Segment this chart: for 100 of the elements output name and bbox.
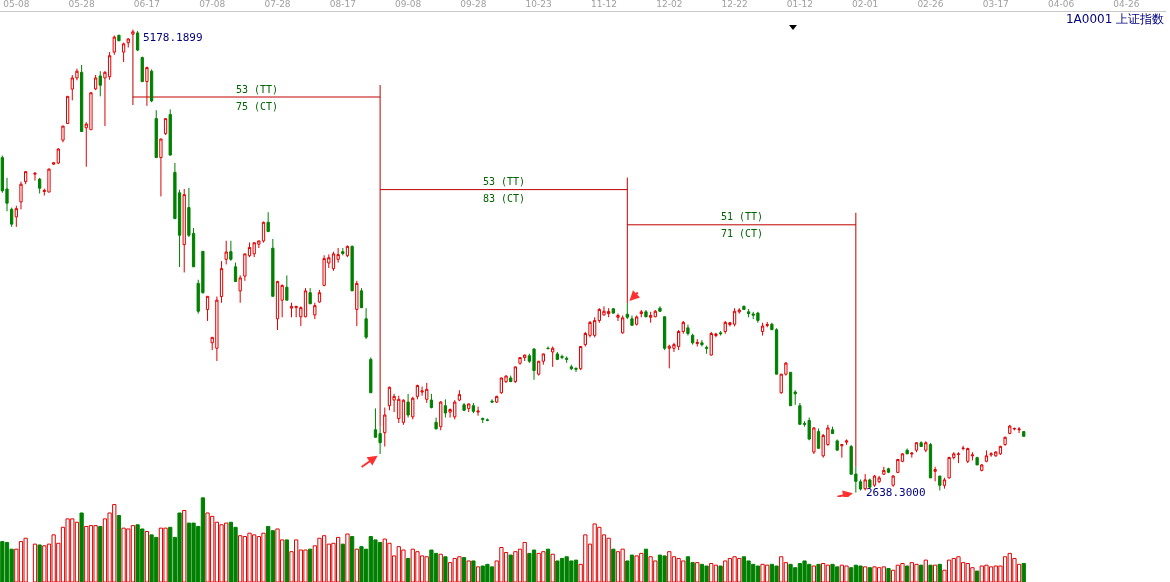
candlestick xyxy=(411,396,415,420)
x-tick-label: 05-08 xyxy=(3,0,30,10)
candlestick xyxy=(233,262,238,283)
x-tick-label: 06-17 xyxy=(133,0,160,10)
bar xyxy=(37,544,42,582)
candlestick xyxy=(686,324,690,337)
bar xyxy=(405,557,411,582)
annotation: 75 (CT) xyxy=(236,101,279,112)
candlestick xyxy=(830,426,835,435)
bar xyxy=(611,548,616,582)
candlestick xyxy=(383,407,387,448)
candlestick xyxy=(662,315,667,351)
candlestick xyxy=(140,56,144,83)
candlestick xyxy=(345,244,350,258)
bar xyxy=(830,563,835,582)
x-tick-label: 10-23 xyxy=(525,0,552,10)
candlestick xyxy=(1017,426,1021,434)
bar xyxy=(200,497,206,582)
bar xyxy=(461,557,467,582)
candlestick xyxy=(429,393,434,409)
candlestick xyxy=(840,443,844,459)
candlestick xyxy=(956,451,961,464)
candlestick xyxy=(19,181,23,210)
bar xyxy=(186,522,192,582)
candlestick xyxy=(350,244,354,292)
candlestick xyxy=(798,402,802,426)
candlestick xyxy=(10,207,14,228)
annotation: 71 (CT) xyxy=(721,228,764,239)
bar xyxy=(788,563,793,582)
candlestick xyxy=(387,386,392,411)
bar xyxy=(886,568,891,582)
bar xyxy=(741,556,747,582)
bar xyxy=(802,560,807,582)
candlestick xyxy=(882,466,886,476)
bar xyxy=(919,564,924,582)
bar xyxy=(629,554,635,582)
candlestick xyxy=(499,376,504,395)
candlestick xyxy=(718,330,723,337)
candlestick xyxy=(205,295,210,322)
candlestick xyxy=(229,240,233,262)
bar xyxy=(0,541,5,582)
bar xyxy=(79,512,84,582)
bar xyxy=(270,530,275,582)
candlestick xyxy=(401,398,406,426)
candlestick xyxy=(658,305,662,313)
candlestick xyxy=(271,238,275,297)
candlestick xyxy=(182,188,186,273)
candlestick xyxy=(611,307,615,315)
bar xyxy=(359,546,364,582)
candlestick xyxy=(65,95,70,125)
candlestick xyxy=(509,375,513,383)
candlestick xyxy=(126,37,130,48)
candlestick xyxy=(443,398,448,419)
x-tick-label: 03-17 xyxy=(982,0,1009,10)
candlestick xyxy=(630,314,634,326)
candlestick xyxy=(369,356,373,394)
candlestick xyxy=(308,287,312,305)
candlestick xyxy=(331,251,336,272)
candlestick xyxy=(51,161,56,166)
candlestick xyxy=(863,473,867,491)
annotation: 53 (TT) xyxy=(236,84,279,95)
candlestick xyxy=(704,345,709,355)
candlestick xyxy=(970,451,975,461)
bar xyxy=(508,554,513,582)
bar xyxy=(373,539,378,582)
bar xyxy=(699,563,705,582)
candlestick xyxy=(439,400,443,431)
candlestick xyxy=(924,440,928,453)
x-tick-label: 02-01 xyxy=(852,0,879,10)
candlestick xyxy=(145,66,149,107)
candlestick xyxy=(56,147,60,165)
candlestick xyxy=(406,393,410,419)
candlestick xyxy=(47,168,51,193)
annotation: 2638.3000 xyxy=(866,486,926,499)
bar xyxy=(116,515,122,582)
bar xyxy=(527,552,532,582)
bar xyxy=(98,525,103,582)
bar xyxy=(928,564,933,582)
candlestick xyxy=(112,34,116,56)
candlestick xyxy=(690,333,695,346)
bar xyxy=(545,548,551,582)
candlestick xyxy=(732,307,737,327)
bar xyxy=(443,556,448,582)
candlestick xyxy=(532,347,536,381)
bar xyxy=(308,548,313,582)
bar xyxy=(905,565,910,582)
annotation: 51 (TT) xyxy=(721,211,764,222)
bar xyxy=(377,541,383,582)
candlestick xyxy=(1008,424,1012,435)
bar xyxy=(266,525,271,582)
bar xyxy=(657,554,663,582)
candlestick xyxy=(574,366,578,373)
candlestick xyxy=(788,371,793,407)
candlestick xyxy=(490,398,494,404)
candlestick xyxy=(816,427,821,450)
candlestick xyxy=(835,438,839,451)
candlestick xyxy=(285,274,289,301)
candlestick xyxy=(224,240,228,265)
candlestick xyxy=(938,475,942,491)
x-tick-label: 09-08 xyxy=(395,0,422,10)
